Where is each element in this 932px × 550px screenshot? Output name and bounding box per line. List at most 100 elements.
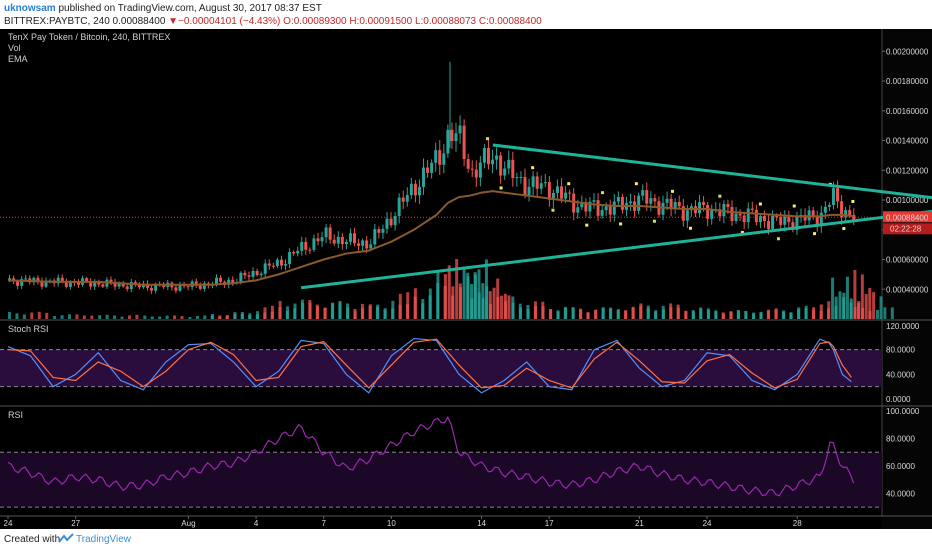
candle-body <box>215 277 219 285</box>
candle-body <box>93 282 97 287</box>
volume-bar <box>270 305 274 319</box>
volume-bar <box>135 314 139 319</box>
stoch-d-line <box>7 338 852 389</box>
volume-bar <box>455 259 459 319</box>
candle-body <box>665 198 669 203</box>
candle-body <box>292 252 296 254</box>
candle-body <box>284 264 288 266</box>
volume-bar <box>477 292 481 319</box>
volume-bar <box>857 301 861 319</box>
candle-body <box>438 150 442 165</box>
volume-bar <box>639 303 643 319</box>
candle-body <box>470 168 474 170</box>
candle-body <box>24 278 28 280</box>
candle-body <box>551 192 555 200</box>
tradingview-brand-link[interactable]: TradingView <box>76 534 132 545</box>
candle-body <box>653 198 657 202</box>
volume-bar <box>210 313 214 319</box>
x-tick-label: 10 <box>387 519 396 528</box>
candle-body <box>178 284 182 291</box>
candle-body <box>198 285 202 289</box>
candle-body <box>409 183 413 196</box>
candle-body <box>823 206 827 213</box>
volume-bar <box>143 315 147 319</box>
y-tick-label: 0.00160000 <box>886 107 929 116</box>
volume-bar <box>782 310 786 319</box>
candle-body <box>539 183 543 189</box>
chart-area[interactable]: TenX Pay Token / Bitcoin, 240, BITTREX Vo… <box>0 29 932 529</box>
volume-bar <box>594 309 598 319</box>
down-arrow-icon: ▼ <box>168 16 179 27</box>
volume-bar <box>473 274 477 319</box>
candle-body <box>827 204 831 207</box>
volume-bar <box>233 312 237 319</box>
volume-bar <box>831 277 835 319</box>
volume-bar <box>481 298 485 319</box>
candle-body <box>596 200 600 216</box>
candle-body <box>491 159 495 165</box>
candle-body <box>154 283 158 291</box>
main-panel-title: TenX Pay Token / Bitcoin, 240, BITTREX <box>8 32 170 42</box>
candle-body <box>547 182 551 200</box>
candle-body <box>202 283 206 289</box>
candle-body <box>373 229 377 245</box>
signal-dot <box>486 137 490 141</box>
rsi-y-tick-label: 100.0000 <box>886 407 920 416</box>
x-tick-label: 14 <box>477 519 486 528</box>
candle-body <box>77 282 81 285</box>
candle-body <box>344 241 348 245</box>
volume-bar <box>165 315 169 319</box>
price-axis <box>882 29 932 529</box>
candle-body <box>40 281 44 287</box>
candle-body <box>385 218 389 229</box>
volume-bar <box>225 314 229 319</box>
signal-dot <box>813 232 817 236</box>
volume-bar <box>368 304 372 319</box>
volume-bar <box>646 305 650 319</box>
candle-body <box>645 190 649 204</box>
candle-body <box>758 216 762 223</box>
candle-body <box>8 278 11 281</box>
volume-bar <box>759 311 763 319</box>
ema-line <box>7 190 854 286</box>
y-tick-label: 0.00120000 <box>886 166 929 175</box>
volume-bar <box>30 312 34 319</box>
volume-bar <box>511 302 515 319</box>
author-link[interactable]: uknowsam <box>4 3 56 14</box>
candle-body <box>811 210 815 217</box>
volume-bar <box>853 307 857 319</box>
candle-body <box>36 277 40 282</box>
candle-body <box>600 210 604 216</box>
candle-body <box>365 240 369 249</box>
volume-bar <box>860 274 864 319</box>
candle-body <box>312 238 316 250</box>
volume-bar <box>98 315 102 319</box>
candle-body <box>702 202 706 205</box>
candle-body <box>482 147 486 163</box>
signal-dot <box>670 189 674 193</box>
volume-bar <box>518 307 522 319</box>
candle-body <box>612 201 616 215</box>
volume-bar <box>496 296 500 319</box>
candle-body <box>434 150 438 163</box>
candle-body <box>515 177 519 179</box>
symbol-line: BITTREX:PAYBTC, 240 0.00088400 ▼−0.00004… <box>4 16 542 27</box>
candle-body <box>620 196 624 210</box>
volume-bar <box>526 309 530 319</box>
chart-header: uknowsam published on TradingView.com, A… <box>0 0 932 29</box>
volume-bar <box>90 315 94 319</box>
candle-body <box>754 209 758 223</box>
volume-bar <box>316 306 320 319</box>
rsi-line <box>7 416 855 497</box>
chart-svg[interactable]: TenX Pay Token / Bitcoin, 240, BITTREXVo… <box>0 29 932 529</box>
volume-bar <box>413 288 417 319</box>
candle-body <box>649 198 653 204</box>
volume-bar <box>861 307 865 319</box>
candle-body <box>718 209 722 217</box>
candle-body <box>219 277 223 282</box>
candle-body <box>507 159 511 169</box>
candle-body <box>698 202 702 214</box>
candle-body <box>616 196 620 202</box>
volume-bar <box>15 313 19 319</box>
volume-bar <box>466 276 470 319</box>
